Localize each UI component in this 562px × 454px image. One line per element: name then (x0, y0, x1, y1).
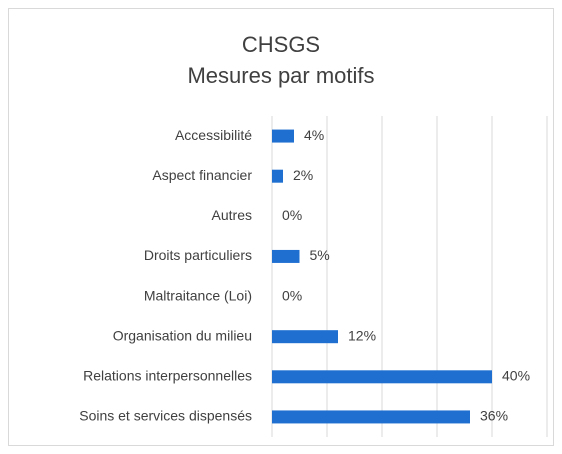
data-label: 12% (348, 327, 376, 343)
bar (272, 129, 294, 143)
y-tick-label: Autres (212, 207, 252, 223)
data-label: 0% (282, 207, 302, 223)
bar (272, 370, 492, 384)
bar (272, 330, 338, 344)
data-label: 2% (293, 167, 313, 183)
bar (272, 410, 470, 424)
y-tick-label: Maltraitance (Loi) (144, 287, 252, 303)
y-tick-label: Aspect financier (152, 167, 252, 183)
y-tick-label: Accessibilité (175, 127, 252, 143)
data-label: 36% (480, 408, 508, 424)
y-tick-label: Droits particuliers (144, 247, 252, 263)
data-label: 5% (310, 247, 330, 263)
data-label: 40% (502, 368, 530, 384)
y-tick-label: Soins et services dispensés (79, 408, 252, 424)
data-label: 4% (304, 127, 324, 143)
y-tick-label: Organisation du milieu (113, 327, 252, 343)
bar (272, 169, 283, 183)
chart-subtitle: Mesures par motifs (187, 63, 374, 88)
y-tick-label: Relations interpersonnelles (83, 368, 252, 384)
bar (272, 249, 300, 263)
data-label: 0% (282, 287, 302, 303)
chart-title: CHSGS (242, 32, 320, 57)
